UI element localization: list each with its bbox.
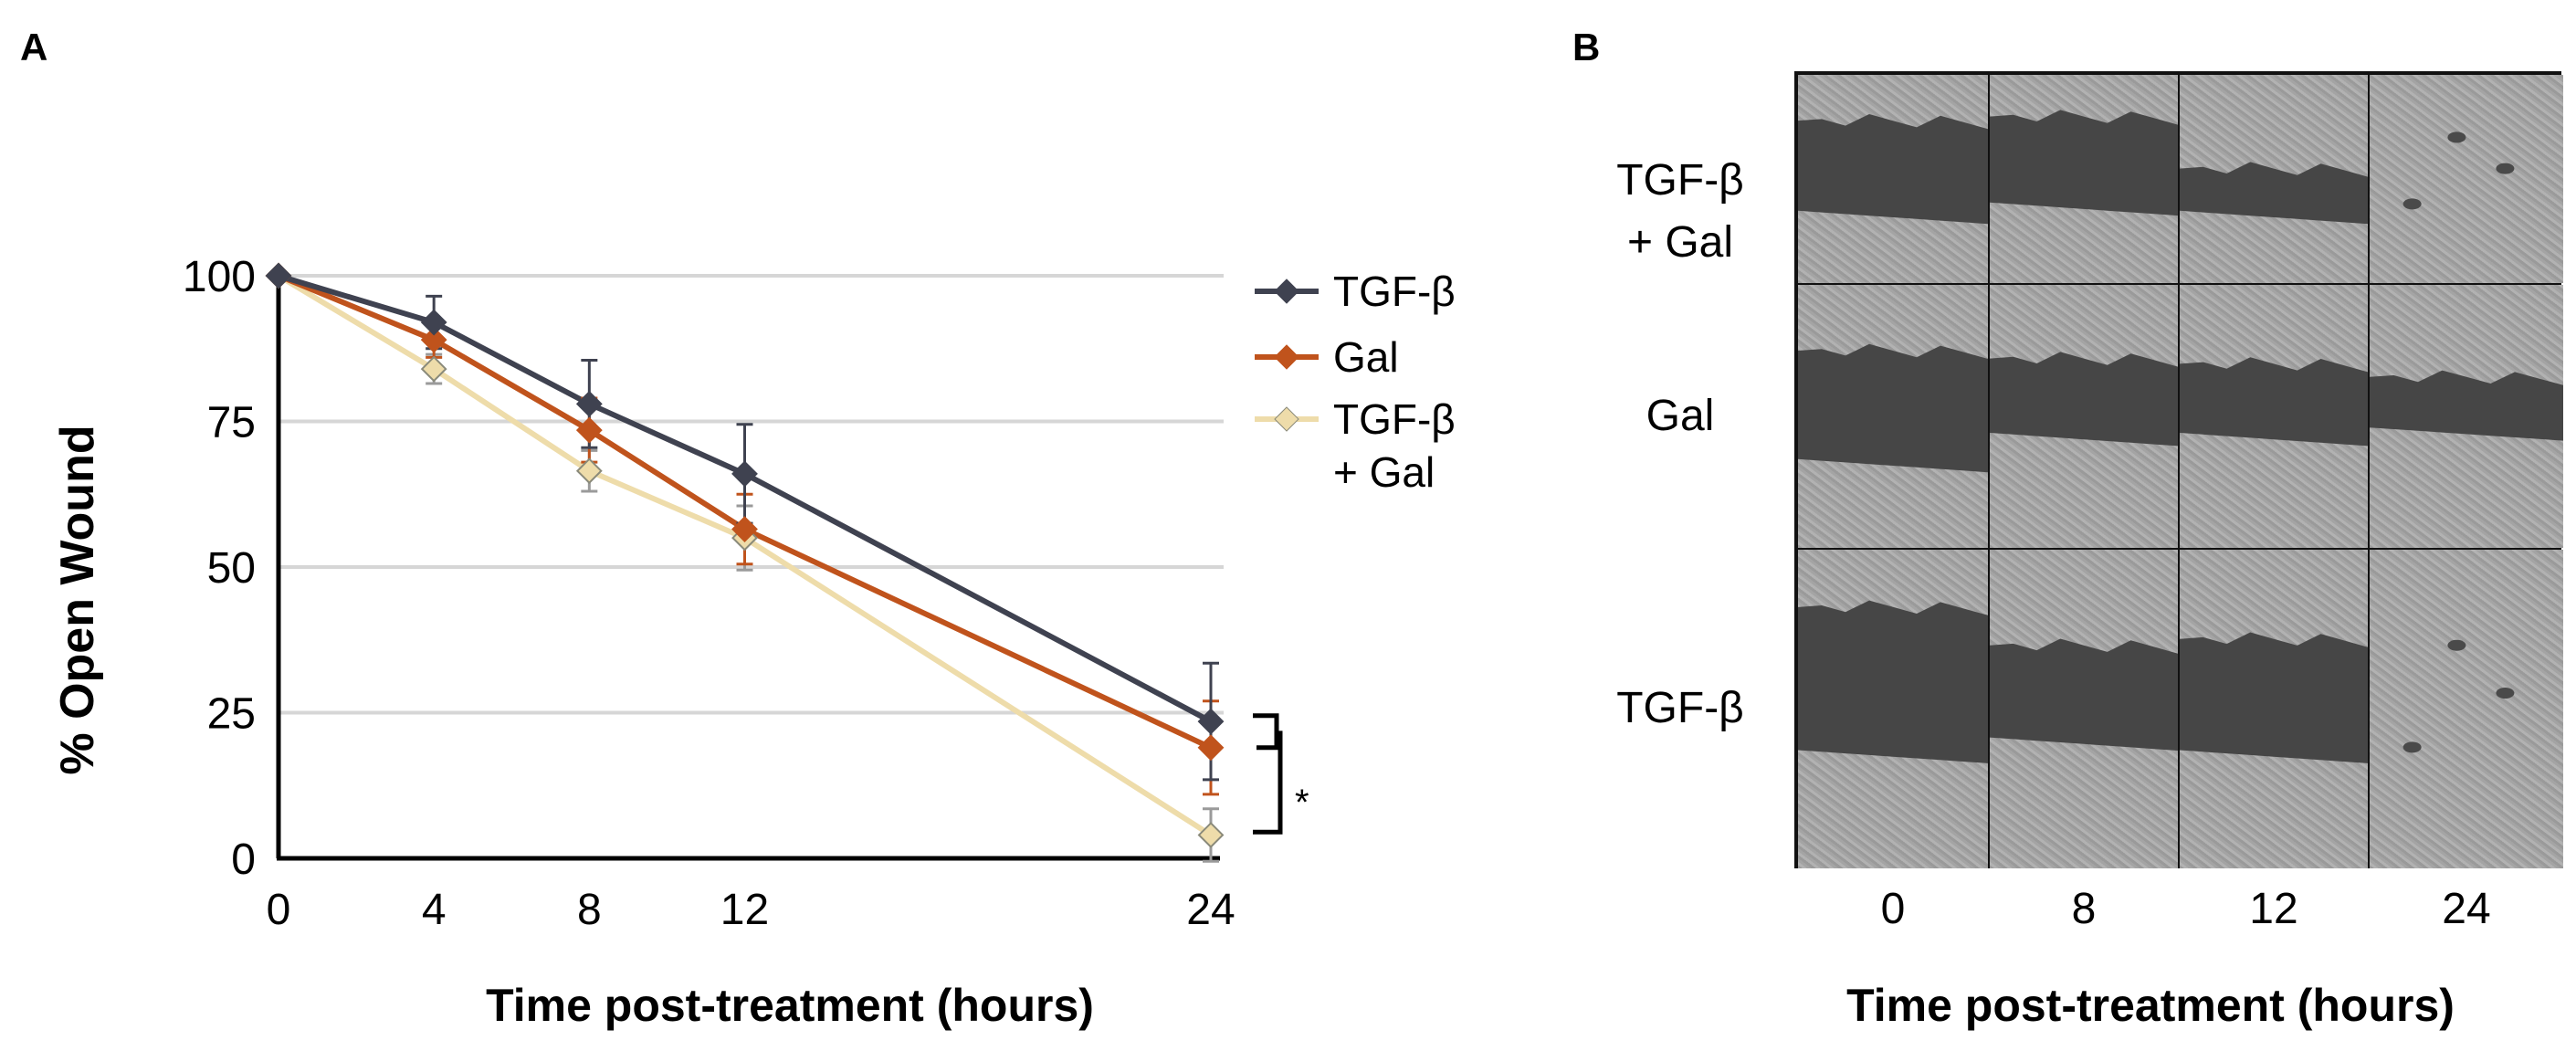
panel-b-letter: B (1572, 26, 1601, 68)
y-axis-label: % Open Wound (51, 425, 104, 775)
x-tick-label: 8 (577, 886, 602, 934)
wound-image-cell (2180, 550, 2368, 868)
wound-gap-shape (2370, 370, 2563, 441)
legend-marker (1255, 344, 1319, 370)
wound-gap-shape (2180, 357, 2368, 447)
row-label: Gal (1646, 385, 1715, 447)
x-tick-label: 12 (720, 886, 769, 934)
legend-marker (1255, 406, 1319, 432)
legend-label: + Gal (1333, 448, 1435, 496)
legend-label: TGF-β (1333, 268, 1456, 315)
data-point (575, 390, 603, 417)
panel-a-letter: A (20, 26, 48, 68)
significance-star: * (1295, 783, 1309, 823)
wound-gap-shape (1798, 114, 1988, 225)
data-point (731, 516, 758, 542)
wound-image-cell (1798, 285, 1988, 548)
y-tick-label: 0 (231, 836, 256, 884)
y-tick-label: 75 (207, 399, 256, 447)
row-label-line: Gal (1645, 392, 1715, 440)
row-label-line: TGF-β (1616, 156, 1744, 205)
x-tick-label: 24 (1186, 886, 1235, 934)
wound-gap-shape (1798, 343, 1988, 473)
data-point (575, 416, 603, 444)
y-tick-label: 100 (183, 253, 256, 301)
wound-image-cell (2370, 285, 2563, 548)
wound-image-cell (1798, 75, 1988, 283)
column-label: 8 (2071, 885, 2097, 933)
x-axis-label-b: Time post-treatment (hours) (1846, 980, 2455, 1031)
wound-image-cell (2370, 75, 2563, 283)
data-point (420, 355, 447, 383)
wound-image-cell (1798, 550, 1988, 868)
wound-gap-shape (2403, 131, 2515, 210)
x-tick-label: 0 (267, 886, 291, 934)
data-point (1197, 708, 1225, 735)
wound-image-cell (1990, 75, 2178, 283)
wound-gap-shape (1990, 638, 2178, 751)
x-tick-label: 4 (422, 886, 447, 934)
y-tick-label: 50 (207, 544, 256, 593)
data-point (1197, 822, 1225, 848)
wound-image-cell (2370, 550, 2563, 868)
x-axis-label-a: Time post-treatment (hours) (486, 980, 1094, 1031)
y-tick-label: 25 (207, 690, 256, 739)
row-label: TGF-β + Gal (1616, 150, 1744, 274)
legend-label: Gal (1333, 333, 1399, 381)
column-label: 0 (1880, 885, 1906, 933)
wound-gap-shape (2403, 639, 2515, 753)
row-label: TGF-β (1616, 678, 1744, 740)
wound-gap-shape (1798, 600, 1988, 763)
column-label: 12 (2249, 885, 2298, 933)
data-point (575, 457, 603, 485)
data-point (265, 262, 292, 289)
wound-image-cell (1990, 285, 2178, 548)
bracket-inner (1253, 713, 1279, 751)
wound-image-grid (1794, 71, 2563, 868)
data-point (1197, 734, 1225, 762)
bracket-outer (1253, 730, 1283, 835)
wound-gap-shape (2180, 632, 2368, 763)
data-point (731, 460, 758, 488)
wound-gap-shape (1990, 352, 2178, 447)
wound-gap-shape (2180, 162, 2368, 225)
wound-image-cell (2180, 75, 2368, 283)
line-chart: 0 25 50 75 100 0 4 8 12 24 * (183, 253, 1309, 934)
row-label-line: TGF-β (1616, 684, 1744, 732)
wound-gap-shape (1990, 110, 2178, 216)
wound-image-cell (2180, 285, 2368, 548)
data-point (420, 309, 447, 336)
data-point (420, 326, 447, 353)
row-label-line: + Gal (1626, 218, 1734, 267)
wound-image-cell (1990, 550, 2178, 868)
legend-marker (1255, 279, 1319, 304)
column-label: 24 (2442, 885, 2491, 933)
legend-label: TGF-β (1333, 395, 1456, 443)
